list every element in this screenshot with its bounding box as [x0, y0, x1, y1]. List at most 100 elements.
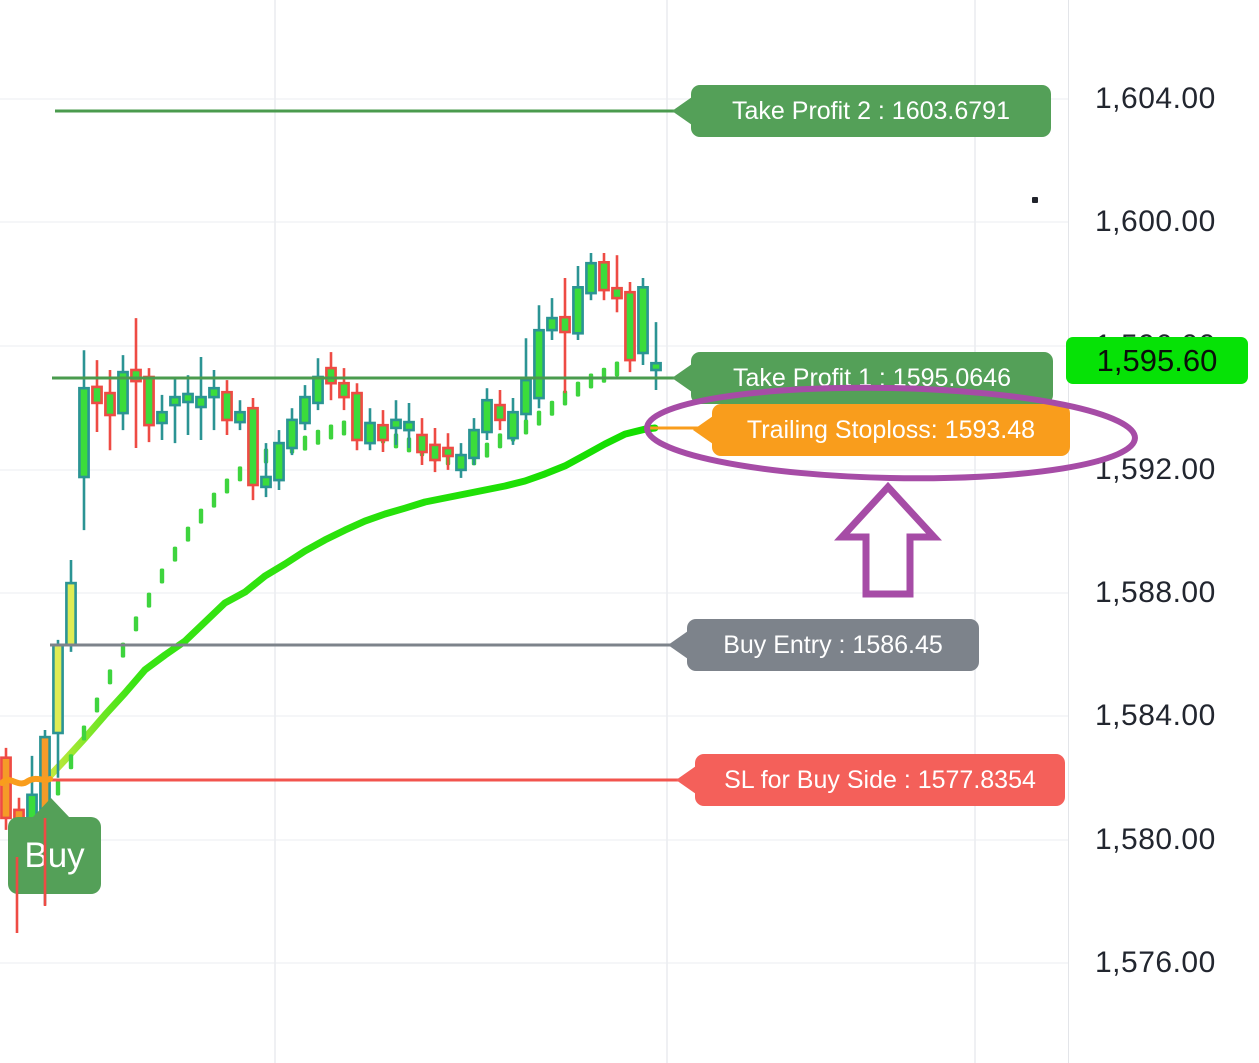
candle-body — [65, 581, 77, 647]
trailing-dash — [302, 435, 308, 451]
candle-body — [611, 286, 623, 300]
candle-body — [598, 260, 610, 292]
take-profit-2-flag[interactable]: Take Profit 2 : 1603.6791 — [691, 85, 1051, 137]
trailing-dash — [549, 400, 555, 416]
price-grid — [0, 0, 1068, 1063]
candle-body — [312, 375, 324, 405]
candle-body — [442, 446, 454, 458]
candle-body — [208, 386, 220, 399]
trailing-dash — [68, 754, 74, 770]
trailing-dash — [497, 433, 503, 449]
candle-body — [650, 361, 662, 372]
candle-body — [429, 443, 441, 462]
candle-body — [338, 381, 350, 399]
candle-body — [637, 285, 649, 355]
buy-marker[interactable]: Buy — [8, 798, 101, 894]
trailing-dash — [146, 592, 152, 608]
candle-body — [559, 315, 571, 334]
trailing-dash — [237, 466, 243, 482]
candle-body — [585, 261, 597, 295]
axis-tick-label: 1,604.00 — [1095, 82, 1216, 115]
candle-body — [325, 366, 337, 385]
trailing-dash — [107, 669, 113, 685]
candle-body — [507, 410, 519, 440]
trailing-dash — [575, 381, 581, 397]
candlestick-series — [0, 253, 662, 905]
trailing-dash — [55, 780, 61, 796]
candle-body — [403, 420, 415, 432]
price-level-lines — [45, 109, 716, 782]
candle-body — [260, 475, 272, 489]
candle-body — [533, 328, 545, 400]
candle-body — [416, 433, 428, 454]
trailing-dash — [172, 546, 178, 562]
candle-body — [117, 370, 129, 415]
candle-body — [351, 391, 363, 442]
candle-body — [156, 410, 168, 425]
trailing-dash — [484, 442, 490, 458]
axis-tick-label: 1,600.00 — [1095, 205, 1216, 238]
trailing-stoploss-label: Trailing Stoploss: 1593.48 — [746, 415, 1036, 444]
trailing-dash — [211, 492, 217, 508]
candle-body — [273, 441, 285, 482]
price-axis[interactable]: 1,604.001,600.001,596.001,592.001,588.00… — [1066, 0, 1259, 1063]
candle-body — [234, 410, 246, 424]
axis-tick-label: 1,592.00 — [1095, 453, 1216, 486]
candle-body — [130, 368, 142, 383]
buy-entry-label: Buy Entry : 1586.45 — [723, 630, 943, 659]
axis-tick-label: 1,580.00 — [1095, 823, 1216, 856]
trailing-dash — [224, 478, 230, 494]
candle-body — [468, 428, 480, 460]
candle-body — [624, 290, 636, 362]
trailing-dash — [588, 373, 594, 389]
stoploss-flag[interactable]: SL for Buy Side : 1577.8354 — [695, 754, 1065, 806]
candle-body — [91, 385, 103, 405]
current-price-value: 1,595.60 — [1096, 342, 1218, 378]
candle-body — [377, 423, 389, 442]
trailing-dash — [562, 390, 568, 406]
ma-line — [44, 424, 659, 782]
candle-body — [52, 643, 64, 735]
take-profit-1-label: Take Profit 1 : 1595.0646 — [733, 363, 1011, 392]
buy-marker-label: Buy — [24, 835, 85, 875]
candle-body — [286, 418, 298, 450]
candle-body — [390, 418, 402, 430]
trailing-dash-series — [55, 361, 620, 796]
candle-body — [572, 285, 584, 335]
candle-body — [104, 391, 116, 417]
candle-body — [0, 756, 12, 820]
candle-body — [143, 375, 155, 427]
stoploss-label: SL for Buy Side : 1577.8354 — [724, 765, 1036, 794]
trailing-dash — [328, 424, 334, 440]
candle-body — [221, 390, 233, 422]
candle-body — [299, 395, 311, 425]
trailing-dash — [614, 361, 620, 377]
candle-body — [494, 403, 506, 422]
candle-body — [546, 316, 558, 332]
candle-body — [481, 398, 493, 434]
trailing-dash — [523, 419, 529, 435]
axis-tick-label: 1,588.00 — [1095, 576, 1216, 609]
trailing-dash — [315, 429, 321, 445]
trailing-dash — [94, 697, 100, 713]
trailing-stoploss-flag[interactable]: Trailing Stoploss: 1593.48 — [712, 404, 1070, 456]
trailing-dash — [159, 568, 165, 584]
trailing-dash — [198, 508, 204, 524]
trailing-dash — [341, 420, 347, 436]
trailing-dash — [81, 725, 87, 741]
trailing-dash — [133, 616, 139, 632]
trailing-wave — [0, 775, 53, 787]
buy-entry-flag[interactable]: Buy Entry : 1586.45 — [687, 619, 979, 671]
candle-body — [364, 421, 376, 445]
candle-body — [182, 392, 194, 404]
trailing-dash — [536, 410, 542, 426]
candle-body — [455, 453, 467, 472]
take-profit-1-flag[interactable]: Take Profit 1 : 1595.0646 — [691, 352, 1053, 404]
candle-body — [247, 406, 259, 487]
take-profit-2-label: Take Profit 2 : 1603.6791 — [732, 96, 1010, 125]
trailing-dash — [185, 526, 191, 542]
trailing-dash — [601, 367, 607, 383]
candle-body — [195, 395, 207, 409]
current-price-tag: 1,595.60 — [1066, 337, 1248, 384]
